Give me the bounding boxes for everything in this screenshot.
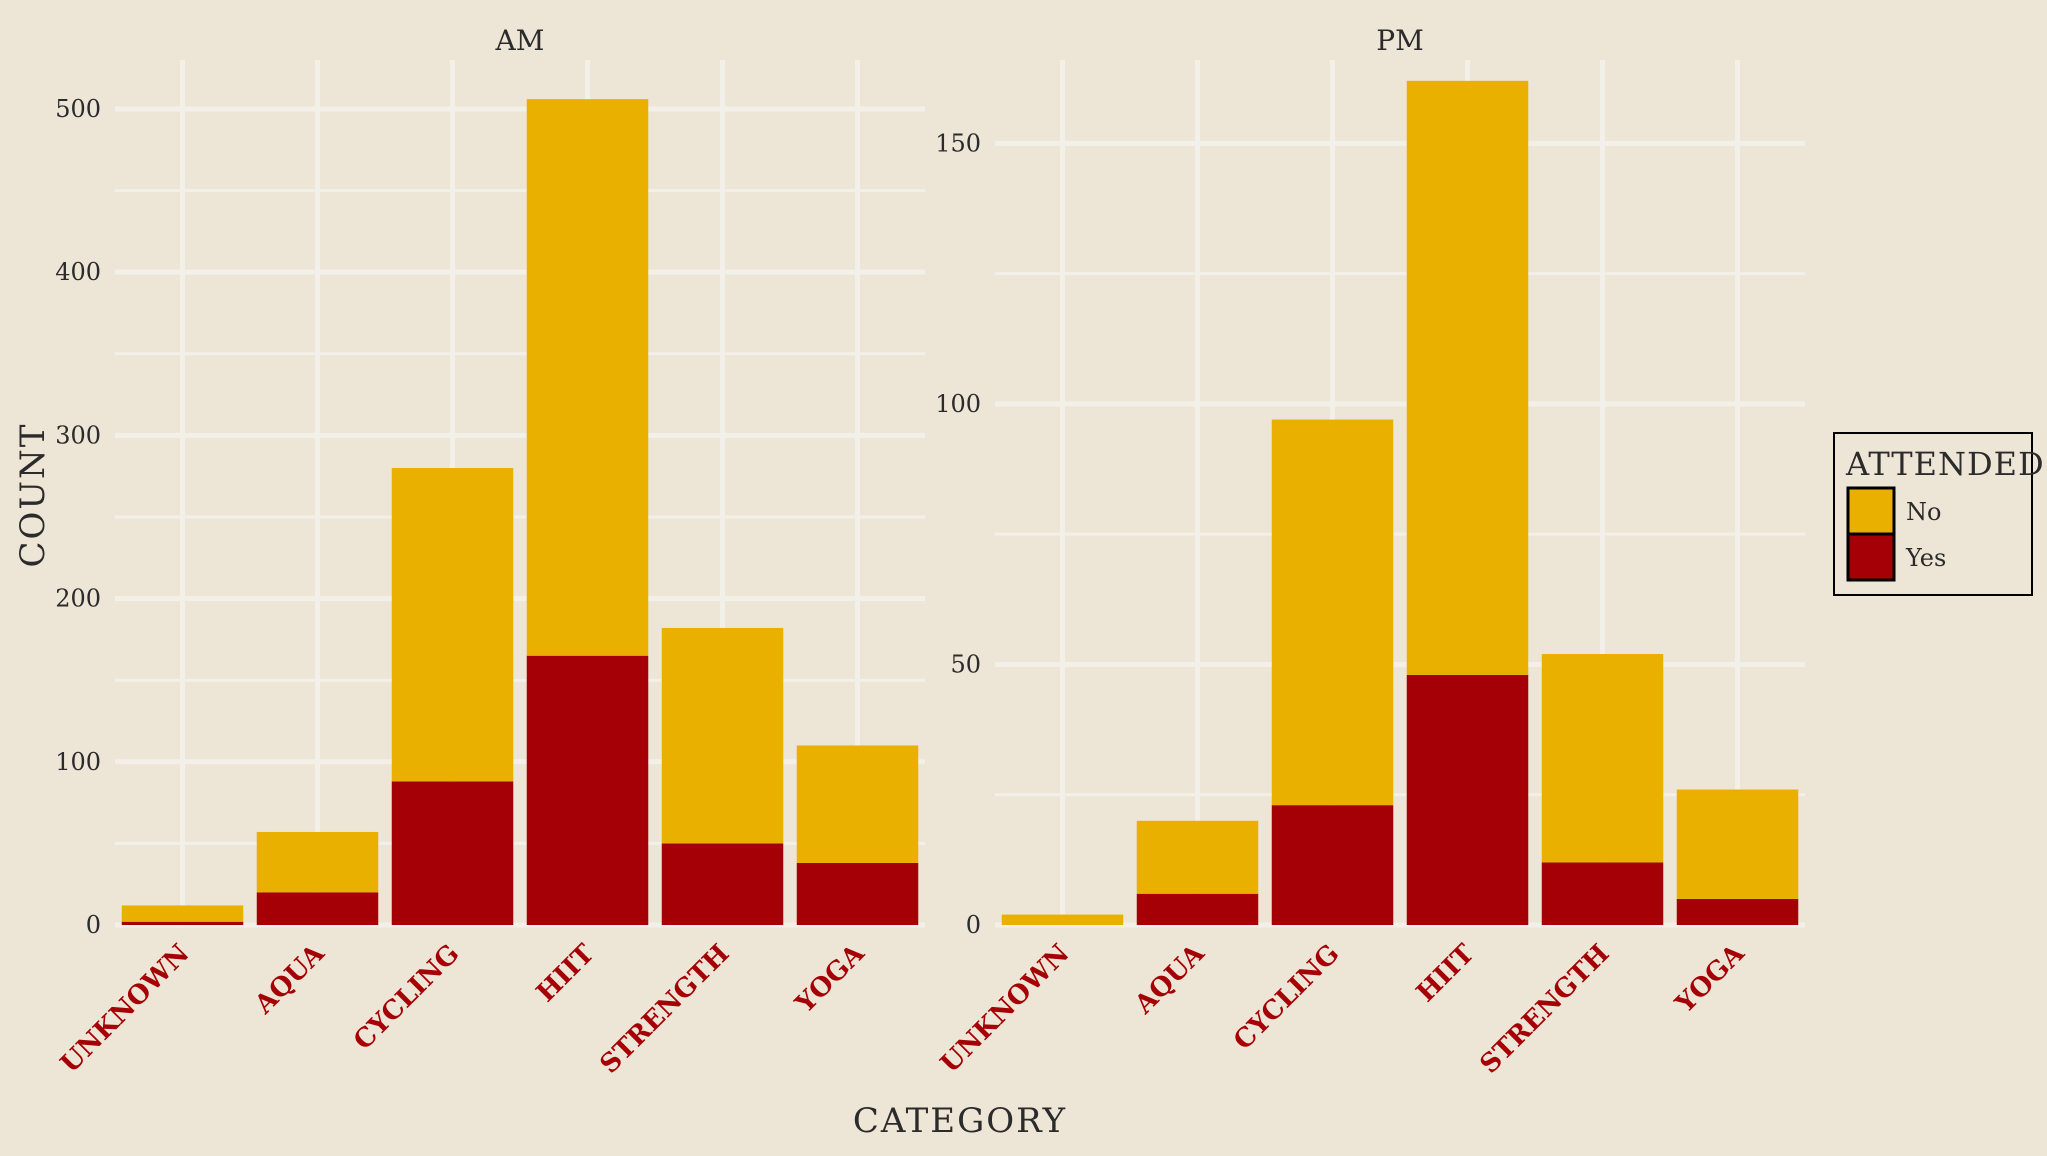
bar-yes-hiit xyxy=(526,655,649,925)
bar-yes-strength xyxy=(1541,862,1664,925)
legend-label: No xyxy=(1906,498,1941,526)
x-tick-label: STRENGTH xyxy=(1474,939,1615,1080)
x-tick-label: UNKNOWN xyxy=(935,939,1075,1079)
x-tick-label: YOGA xyxy=(789,938,871,1020)
y-tick-label: 100 xyxy=(935,390,981,418)
facet-title: AM xyxy=(495,24,545,57)
y-tick-label: 100 xyxy=(55,748,101,776)
x-tick-label: CYCLING xyxy=(348,939,465,1056)
bar-no-strength xyxy=(661,627,784,844)
bar-no-aqua xyxy=(1136,820,1259,894)
bar-no-aqua xyxy=(256,831,379,893)
legend-label: Yes xyxy=(1905,544,1946,572)
bar-yes-yoga xyxy=(796,862,919,925)
legend-key-no xyxy=(1846,486,1896,536)
y-tick-label: 500 xyxy=(55,95,101,123)
y-tick-label: 200 xyxy=(55,585,101,613)
bar-yes-cycling xyxy=(391,781,514,925)
bar-yes-unknown xyxy=(121,921,244,925)
facet-title: PM xyxy=(1376,24,1424,57)
bar-no-yoga xyxy=(796,745,919,863)
x-tick-label: CYCLING xyxy=(1228,939,1345,1056)
y-axis-title: COUNT xyxy=(13,423,53,568)
bar-no-hiit xyxy=(1406,80,1529,675)
bar-yes-strength xyxy=(661,843,784,925)
y-tick-label: 50 xyxy=(950,650,981,678)
bar-yes-hiit xyxy=(1406,674,1529,925)
y-tick-label: 150 xyxy=(935,129,981,157)
x-tick-label: UNKNOWN xyxy=(55,939,195,1079)
bar-yes-cycling xyxy=(1271,805,1394,925)
bar-yes-aqua xyxy=(1136,893,1259,925)
x-tick-label: AQUA xyxy=(249,938,332,1021)
bar-no-cycling xyxy=(391,468,514,782)
y-tick-label: 300 xyxy=(55,421,101,449)
y-tick-label: 0 xyxy=(86,911,101,939)
bar-yes-aqua xyxy=(256,892,379,925)
bar-no-unknown xyxy=(121,905,244,922)
bar-no-hiit xyxy=(526,99,649,656)
bar-no-unknown xyxy=(1001,914,1124,925)
x-tick-label: HIIT xyxy=(1411,938,1481,1008)
bar-no-cycling xyxy=(1271,419,1394,806)
bar-no-yoga xyxy=(1676,789,1799,899)
x-tick-label: AQUA xyxy=(1129,938,1212,1021)
y-tick-label: 0 xyxy=(966,911,981,939)
x-tick-label: HIIT xyxy=(531,938,601,1008)
legend-title: ATTENDED xyxy=(1845,445,2045,483)
x-tick-label: STRENGTH xyxy=(594,939,735,1080)
y-tick-label: 400 xyxy=(55,258,101,286)
bar-no-strength xyxy=(1541,654,1664,863)
bar-yes-yoga xyxy=(1676,898,1799,925)
legend-key-yes xyxy=(1846,532,1896,582)
x-tick-label: YOGA xyxy=(1669,938,1751,1020)
legend-box xyxy=(1833,432,2033,596)
x-axis-title: CATEGORY xyxy=(853,1101,1067,1141)
